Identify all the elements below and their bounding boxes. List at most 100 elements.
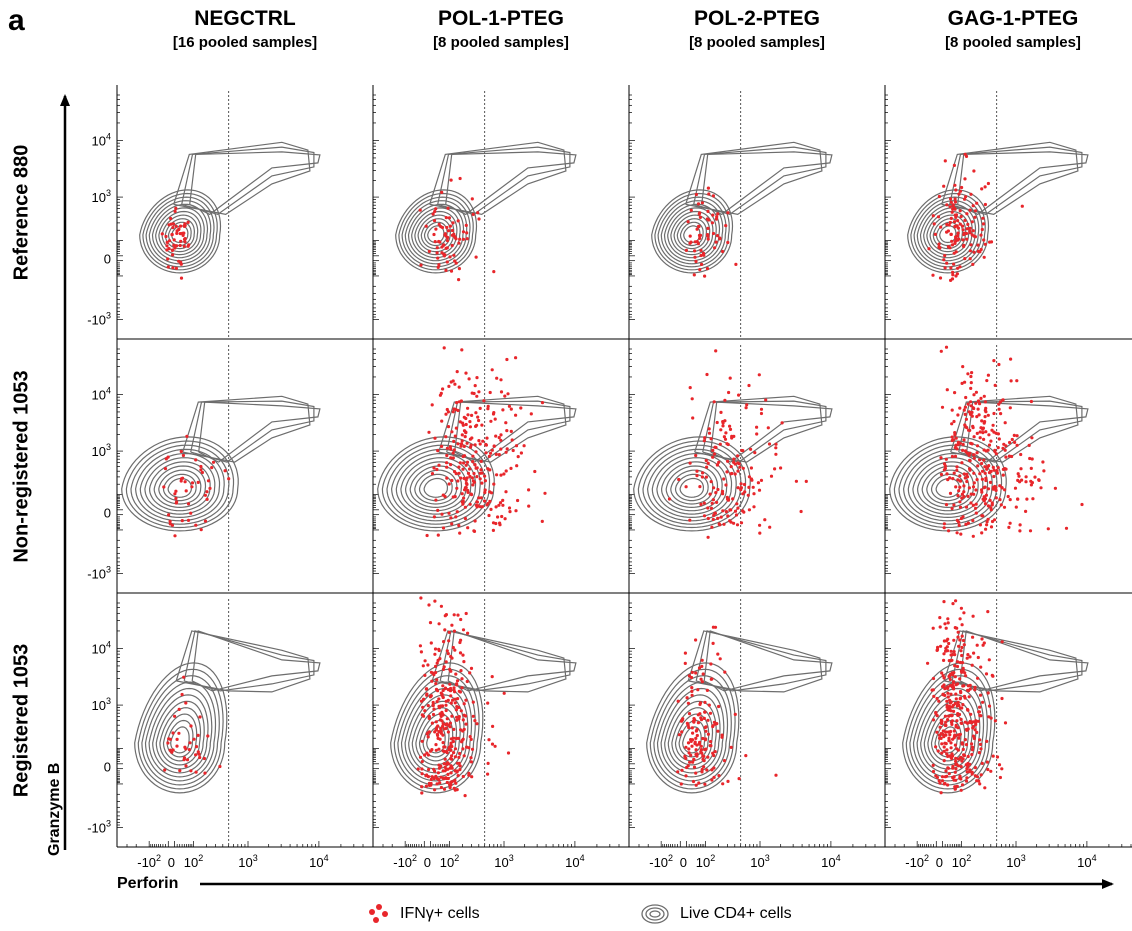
ifng-dot <box>958 505 963 509</box>
ifng-dot <box>958 474 962 478</box>
ifng-dot <box>972 471 976 475</box>
ifng-dot <box>950 754 955 758</box>
ifng-dot <box>951 204 955 208</box>
ifng-dot <box>445 239 450 243</box>
ifng-dot <box>434 670 438 675</box>
ifng-dot <box>723 398 727 402</box>
ifng-dot <box>949 692 953 696</box>
ifng-dot <box>723 670 727 674</box>
contour-level <box>935 477 961 498</box>
ifng-dot <box>165 248 169 252</box>
ifng-dot <box>697 224 701 229</box>
ifng-dot <box>454 261 458 265</box>
ifng-dot <box>516 455 520 459</box>
ifng-dot <box>992 411 996 416</box>
ifng-dot <box>927 247 931 251</box>
ifng-dot <box>960 653 964 658</box>
ifng-dot <box>1003 421 1007 425</box>
contour-level <box>657 196 727 268</box>
ifng-dot <box>491 724 495 729</box>
ifng-dot <box>995 471 1000 475</box>
ifng-dot <box>955 682 960 686</box>
contour-level <box>938 726 958 754</box>
ifng-dot <box>767 442 772 446</box>
ifng-dot <box>190 485 194 489</box>
ifng-dot <box>931 769 936 774</box>
ifng-dot <box>955 664 960 669</box>
contour-tail <box>958 400 1083 463</box>
ifng-dot <box>992 359 996 363</box>
ifng-dot <box>950 506 954 511</box>
ifng-dot <box>976 407 980 411</box>
ifng-dot <box>437 622 441 626</box>
ifng-dot <box>437 263 441 267</box>
ifng-dot <box>439 714 443 719</box>
contour-level <box>654 192 730 271</box>
ifng-dot <box>698 236 702 240</box>
ifng-dot <box>446 652 450 656</box>
ifng-dot <box>177 731 181 735</box>
contour-tail <box>454 401 577 463</box>
ifng-dot <box>799 509 803 514</box>
ifng-dot <box>481 439 485 443</box>
contour-level <box>139 189 222 274</box>
ifng-dot <box>711 455 715 459</box>
ifng-dot <box>440 190 444 194</box>
ifng-dot <box>196 750 200 754</box>
ifng-dot <box>968 428 972 432</box>
legend-ifng-label: IFNγ+ cells <box>400 905 480 922</box>
ifng-dot <box>970 663 974 667</box>
column-subtitle: [16 pooled samples] <box>172 34 318 51</box>
ifng-dot <box>432 232 436 237</box>
ifng-dot <box>958 617 962 621</box>
contour-level <box>637 440 747 529</box>
ifng-dot <box>953 653 957 657</box>
ifng-dot <box>455 761 460 765</box>
ifng-dot <box>946 621 950 625</box>
ifng-dot <box>688 241 692 245</box>
ifng-dot <box>501 498 505 502</box>
ifng-dot <box>938 781 942 785</box>
tick-label: 104 <box>92 640 111 657</box>
cd4-contours <box>646 630 833 794</box>
contour-level <box>170 726 190 754</box>
ifng-dot <box>720 733 724 737</box>
ifng-dot <box>468 735 472 739</box>
ifng-dot <box>533 469 537 474</box>
ifng-dot <box>487 738 491 742</box>
ifng-dot <box>706 237 710 241</box>
ifng-dot <box>949 232 953 236</box>
ifng-dot <box>721 249 725 254</box>
ifng-dot <box>945 748 949 752</box>
ifng-dot <box>999 503 1003 507</box>
contour-tail <box>687 630 823 693</box>
ifng-dot <box>419 650 423 654</box>
ifng-dot <box>705 217 710 221</box>
ifng-dot <box>951 737 955 741</box>
contour-level <box>401 196 471 268</box>
ifng-dot <box>180 692 184 697</box>
ifng-dot <box>435 700 439 704</box>
contour-level <box>152 694 209 774</box>
ifng-dot <box>1029 479 1033 483</box>
ifng-dot <box>475 475 479 479</box>
ifng-dot <box>690 689 694 694</box>
ifng-dot <box>437 706 442 710</box>
ifng-dot <box>427 730 431 734</box>
ifng-dot <box>959 721 963 725</box>
ifng-dot <box>689 208 693 212</box>
ifng-dot <box>975 415 979 419</box>
ifng-dot <box>960 742 964 746</box>
ifng-dot <box>951 438 956 442</box>
ifng-dot <box>951 273 955 277</box>
ifng-dot <box>163 768 167 772</box>
panel-letter: a <box>8 4 25 37</box>
ifng-dot <box>1053 486 1057 490</box>
tick-label: 0 <box>424 855 431 870</box>
ifng-dot <box>730 471 734 476</box>
contour-tail <box>198 401 321 463</box>
ifng-dot <box>942 735 946 739</box>
contour-level <box>905 668 992 790</box>
ifng-dot <box>944 646 948 650</box>
ifng-dot <box>939 736 943 741</box>
